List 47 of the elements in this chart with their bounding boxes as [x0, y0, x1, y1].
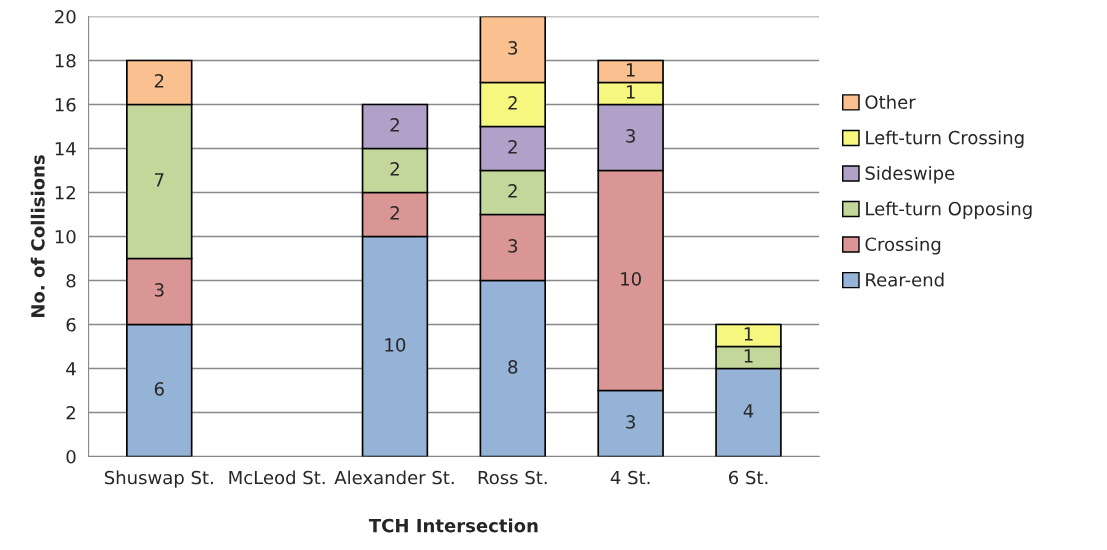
y-tick-label: 12 [55, 185, 75, 200]
y-tick-label: 20 [55, 9, 76, 24]
data-label: 4 [743, 404, 754, 418]
y-tick-label: 2 [66, 405, 75, 420]
y-axis-title: No. of Collisions [30, 155, 45, 318]
data-label: 3 [626, 129, 635, 143]
data-label: 2 [154, 74, 164, 88]
legend-label: Left-turn Opposing [866, 201, 1032, 219]
data-label: 10 [385, 338, 406, 352]
x-tick-label: 4 St. [610, 470, 650, 485]
legend-label: Crossing [865, 237, 941, 255]
x-tick-label: Shuswap St. [104, 470, 213, 488]
data-label: 1 [744, 349, 753, 363]
x-tick-label: McLeod St. [229, 470, 325, 485]
y-tick-label: 4 [66, 362, 76, 376]
data-label: 2 [508, 184, 517, 198]
legend-label: Left-turn Crossing [866, 130, 1024, 148]
data-label: 8 [508, 360, 518, 374]
x-tick-label: Alexander St. [334, 470, 454, 485]
legend-label: Sideswipe [865, 166, 955, 184]
data-label: 3 [626, 415, 635, 429]
data-label: 6 [154, 382, 164, 396]
data-label: 2 [390, 206, 399, 220]
x-tick-label: Ross St. [478, 470, 547, 485]
y-tick-label: 14 [55, 142, 76, 156]
data-label: 10 [621, 272, 641, 286]
y-tick-label: 0 [66, 449, 76, 464]
legend-label: Other [865, 94, 916, 109]
y-tick-label: 6 [66, 317, 76, 332]
data-label: 7 [155, 173, 164, 187]
y-tick-label: 16 [55, 97, 76, 112]
data-label: 1 [626, 85, 635, 99]
data-label: 1 [626, 63, 635, 77]
data-label: 2 [390, 162, 399, 176]
data-label: 2 [390, 118, 399, 132]
data-label: 2 [508, 96, 517, 110]
x-axis-title: TCH Intersection [368, 518, 538, 533]
data-label: 3 [508, 239, 518, 253]
data-label: 1 [744, 327, 753, 341]
data-label: 3 [508, 41, 518, 55]
data-label: 3 [154, 283, 164, 297]
y-tick-label: 10 [55, 229, 76, 244]
y-tick-label: 18 [55, 53, 76, 68]
legend-label: Rear-end [866, 272, 944, 287]
data-label: 2 [508, 140, 517, 154]
y-tick-label: 8 [66, 273, 76, 288]
x-tick-label: 6 St. [728, 470, 768, 485]
